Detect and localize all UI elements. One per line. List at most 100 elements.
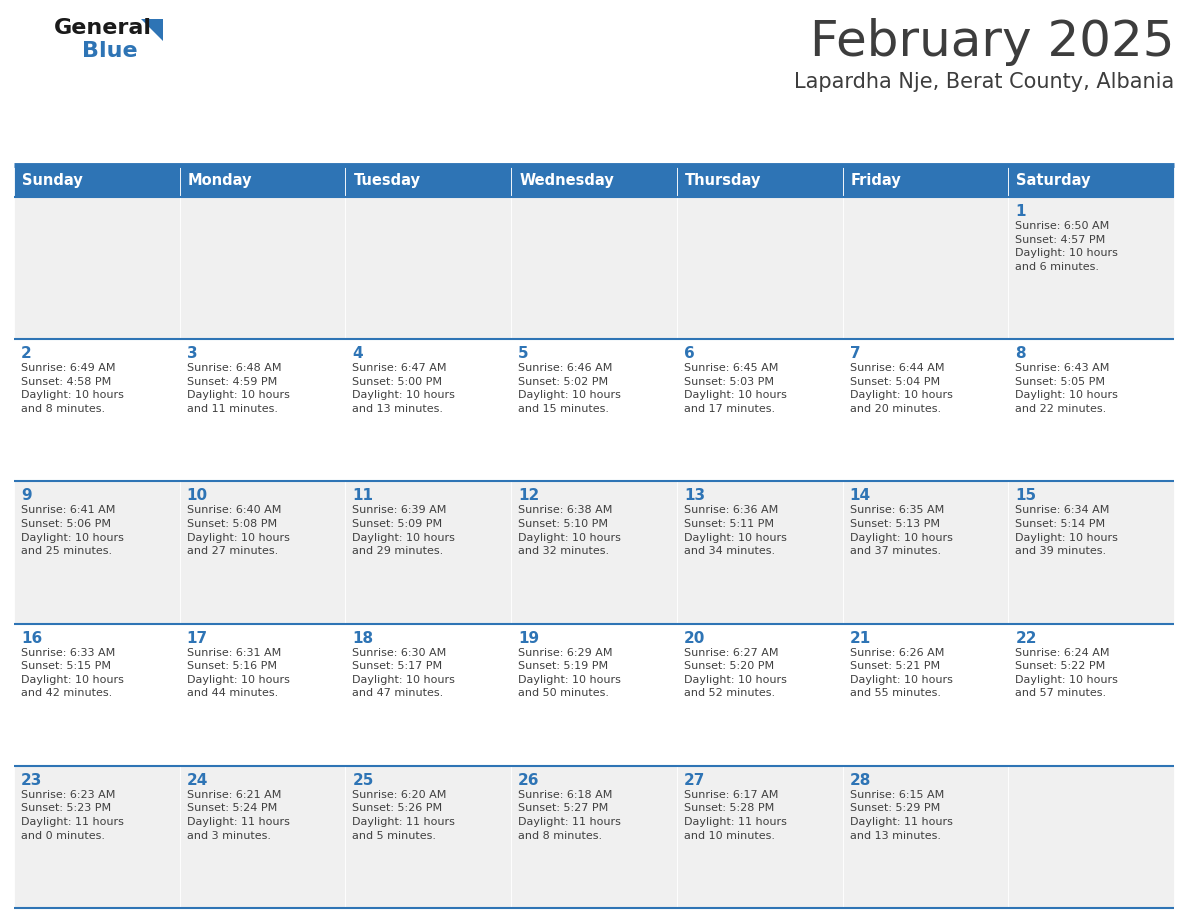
Text: 2: 2 xyxy=(21,346,32,361)
Text: 23: 23 xyxy=(21,773,43,788)
Text: Sunrise: 6:31 AM
Sunset: 5:16 PM
Daylight: 10 hours
and 44 minutes.: Sunrise: 6:31 AM Sunset: 5:16 PM Dayligh… xyxy=(187,647,290,699)
Text: Sunrise: 6:27 AM
Sunset: 5:20 PM
Daylight: 10 hours
and 52 minutes.: Sunrise: 6:27 AM Sunset: 5:20 PM Dayligh… xyxy=(684,647,786,699)
Text: 28: 28 xyxy=(849,773,871,788)
Bar xyxy=(1009,197,1174,339)
Text: Sunrise: 6:38 AM
Sunset: 5:10 PM
Daylight: 10 hours
and 32 minutes.: Sunrise: 6:38 AM Sunset: 5:10 PM Dayligh… xyxy=(518,506,621,556)
Bar xyxy=(842,481,1009,623)
Text: Sunrise: 6:15 AM
Sunset: 5:29 PM
Daylight: 11 hours
and 13 minutes.: Sunrise: 6:15 AM Sunset: 5:29 PM Dayligh… xyxy=(849,789,953,841)
Text: 26: 26 xyxy=(518,773,539,788)
Text: 7: 7 xyxy=(849,346,860,361)
Text: 5: 5 xyxy=(518,346,529,361)
Bar xyxy=(179,623,346,766)
Text: 4: 4 xyxy=(353,346,364,361)
Bar xyxy=(1009,623,1174,766)
Bar xyxy=(511,197,677,339)
Bar xyxy=(677,197,842,339)
Text: 11: 11 xyxy=(353,488,373,503)
Text: 6: 6 xyxy=(684,346,695,361)
Text: Sunday: Sunday xyxy=(23,174,83,188)
Text: 8: 8 xyxy=(1016,346,1026,361)
Text: Sunrise: 6:20 AM
Sunset: 5:26 PM
Daylight: 11 hours
and 5 minutes.: Sunrise: 6:20 AM Sunset: 5:26 PM Dayligh… xyxy=(353,789,455,841)
Bar xyxy=(179,339,346,481)
Text: Sunrise: 6:45 AM
Sunset: 5:03 PM
Daylight: 10 hours
and 17 minutes.: Sunrise: 6:45 AM Sunset: 5:03 PM Dayligh… xyxy=(684,364,786,414)
Text: Sunrise: 6:39 AM
Sunset: 5:09 PM
Daylight: 10 hours
and 29 minutes.: Sunrise: 6:39 AM Sunset: 5:09 PM Dayligh… xyxy=(353,506,455,556)
Bar xyxy=(346,197,511,339)
Text: February 2025: February 2025 xyxy=(809,18,1174,66)
Bar xyxy=(346,481,511,623)
Text: 21: 21 xyxy=(849,631,871,645)
Bar xyxy=(842,339,1009,481)
Bar xyxy=(14,623,179,766)
Bar xyxy=(511,339,677,481)
Text: 16: 16 xyxy=(21,631,43,645)
Bar xyxy=(179,481,346,623)
Text: 25: 25 xyxy=(353,773,374,788)
Text: Sunrise: 6:35 AM
Sunset: 5:13 PM
Daylight: 10 hours
and 37 minutes.: Sunrise: 6:35 AM Sunset: 5:13 PM Dayligh… xyxy=(849,506,953,556)
Bar xyxy=(1009,766,1174,908)
Bar xyxy=(14,197,179,339)
Bar xyxy=(842,623,1009,766)
Text: Saturday: Saturday xyxy=(1016,174,1091,188)
Bar xyxy=(677,481,842,623)
Bar xyxy=(677,623,842,766)
Bar xyxy=(346,623,511,766)
Text: Sunrise: 6:48 AM
Sunset: 4:59 PM
Daylight: 10 hours
and 11 minutes.: Sunrise: 6:48 AM Sunset: 4:59 PM Dayligh… xyxy=(187,364,290,414)
Text: 20: 20 xyxy=(684,631,706,645)
Text: 14: 14 xyxy=(849,488,871,503)
Text: General: General xyxy=(53,18,152,38)
Bar xyxy=(346,766,511,908)
Bar xyxy=(14,339,179,481)
Text: 18: 18 xyxy=(353,631,373,645)
Bar xyxy=(842,766,1009,908)
Text: Thursday: Thursday xyxy=(684,174,762,188)
Bar xyxy=(511,623,677,766)
Text: Sunrise: 6:49 AM
Sunset: 4:58 PM
Daylight: 10 hours
and 8 minutes.: Sunrise: 6:49 AM Sunset: 4:58 PM Dayligh… xyxy=(21,364,124,414)
Bar xyxy=(1009,339,1174,481)
Text: Sunrise: 6:46 AM
Sunset: 5:02 PM
Daylight: 10 hours
and 15 minutes.: Sunrise: 6:46 AM Sunset: 5:02 PM Dayligh… xyxy=(518,364,621,414)
Bar xyxy=(677,165,842,197)
Text: Lapardha Nje, Berat County, Albania: Lapardha Nje, Berat County, Albania xyxy=(794,72,1174,92)
Text: Sunrise: 6:30 AM
Sunset: 5:17 PM
Daylight: 10 hours
and 47 minutes.: Sunrise: 6:30 AM Sunset: 5:17 PM Dayligh… xyxy=(353,647,455,699)
Text: Sunrise: 6:43 AM
Sunset: 5:05 PM
Daylight: 10 hours
and 22 minutes.: Sunrise: 6:43 AM Sunset: 5:05 PM Dayligh… xyxy=(1016,364,1118,414)
Polygon shape xyxy=(141,19,163,41)
Text: Sunrise: 6:24 AM
Sunset: 5:22 PM
Daylight: 10 hours
and 57 minutes.: Sunrise: 6:24 AM Sunset: 5:22 PM Dayligh… xyxy=(1016,647,1118,699)
Bar xyxy=(511,766,677,908)
Text: 24: 24 xyxy=(187,773,208,788)
Bar xyxy=(1009,481,1174,623)
Text: 1: 1 xyxy=(1016,204,1025,219)
Text: Sunrise: 6:26 AM
Sunset: 5:21 PM
Daylight: 10 hours
and 55 minutes.: Sunrise: 6:26 AM Sunset: 5:21 PM Dayligh… xyxy=(849,647,953,699)
Text: 10: 10 xyxy=(187,488,208,503)
Bar xyxy=(842,197,1009,339)
Text: Sunrise: 6:47 AM
Sunset: 5:00 PM
Daylight: 10 hours
and 13 minutes.: Sunrise: 6:47 AM Sunset: 5:00 PM Dayligh… xyxy=(353,364,455,414)
Text: 22: 22 xyxy=(1016,631,1037,645)
Bar xyxy=(1009,165,1174,197)
Text: Sunrise: 6:50 AM
Sunset: 4:57 PM
Daylight: 10 hours
and 6 minutes.: Sunrise: 6:50 AM Sunset: 4:57 PM Dayligh… xyxy=(1016,221,1118,272)
Bar xyxy=(14,481,179,623)
Bar xyxy=(511,481,677,623)
Text: Friday: Friday xyxy=(851,174,902,188)
Text: Sunrise: 6:36 AM
Sunset: 5:11 PM
Daylight: 10 hours
and 34 minutes.: Sunrise: 6:36 AM Sunset: 5:11 PM Dayligh… xyxy=(684,506,786,556)
Text: 27: 27 xyxy=(684,773,706,788)
Text: Sunrise: 6:41 AM
Sunset: 5:06 PM
Daylight: 10 hours
and 25 minutes.: Sunrise: 6:41 AM Sunset: 5:06 PM Dayligh… xyxy=(21,506,124,556)
Bar xyxy=(677,766,842,908)
Bar xyxy=(842,165,1009,197)
Text: Sunrise: 6:21 AM
Sunset: 5:24 PM
Daylight: 11 hours
and 3 minutes.: Sunrise: 6:21 AM Sunset: 5:24 PM Dayligh… xyxy=(187,789,290,841)
Text: Wednesday: Wednesday xyxy=(519,174,614,188)
Text: Sunrise: 6:17 AM
Sunset: 5:28 PM
Daylight: 11 hours
and 10 minutes.: Sunrise: 6:17 AM Sunset: 5:28 PM Dayligh… xyxy=(684,789,786,841)
Text: Sunrise: 6:29 AM
Sunset: 5:19 PM
Daylight: 10 hours
and 50 minutes.: Sunrise: 6:29 AM Sunset: 5:19 PM Dayligh… xyxy=(518,647,621,699)
Text: 15: 15 xyxy=(1016,488,1036,503)
Text: Sunrise: 6:40 AM
Sunset: 5:08 PM
Daylight: 10 hours
and 27 minutes.: Sunrise: 6:40 AM Sunset: 5:08 PM Dayligh… xyxy=(187,506,290,556)
Bar xyxy=(677,339,842,481)
Text: 3: 3 xyxy=(187,346,197,361)
Text: 9: 9 xyxy=(21,488,32,503)
Bar xyxy=(346,165,511,197)
Bar xyxy=(346,339,511,481)
Bar xyxy=(179,197,346,339)
Text: Sunrise: 6:23 AM
Sunset: 5:23 PM
Daylight: 11 hours
and 0 minutes.: Sunrise: 6:23 AM Sunset: 5:23 PM Dayligh… xyxy=(21,789,124,841)
Text: 13: 13 xyxy=(684,488,704,503)
Bar xyxy=(511,165,677,197)
Text: Sunrise: 6:33 AM
Sunset: 5:15 PM
Daylight: 10 hours
and 42 minutes.: Sunrise: 6:33 AM Sunset: 5:15 PM Dayligh… xyxy=(21,647,124,699)
Text: Sunrise: 6:34 AM
Sunset: 5:14 PM
Daylight: 10 hours
and 39 minutes.: Sunrise: 6:34 AM Sunset: 5:14 PM Dayligh… xyxy=(1016,506,1118,556)
Text: 17: 17 xyxy=(187,631,208,645)
Bar xyxy=(14,165,179,197)
